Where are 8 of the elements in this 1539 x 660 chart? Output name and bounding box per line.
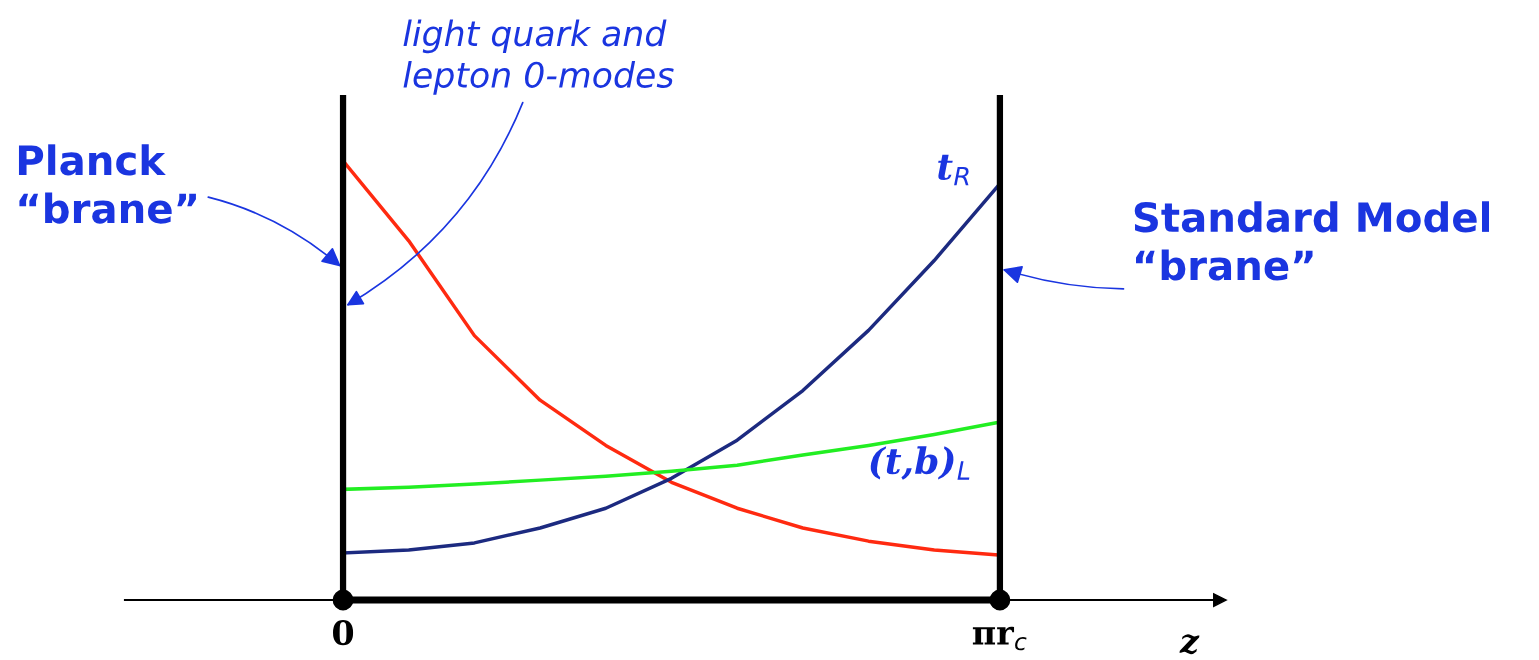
- series-label: (t,b)$_{L}$: [870, 446, 970, 480]
- x-tick-label: 0: [333, 620, 354, 646]
- x-tick-label: πr$_{c}$: [972, 626, 1027, 651]
- series-label: t$_{R}$: [938, 154, 969, 186]
- annotation: Planck “brane”: [18, 144, 196, 224]
- text: light quark and lepton 0-modes: [403, 19, 674, 95]
- x-axis-title: z: [1179, 634, 1200, 655]
- annotation: Standard Model “brane”: [1134, 201, 1490, 281]
